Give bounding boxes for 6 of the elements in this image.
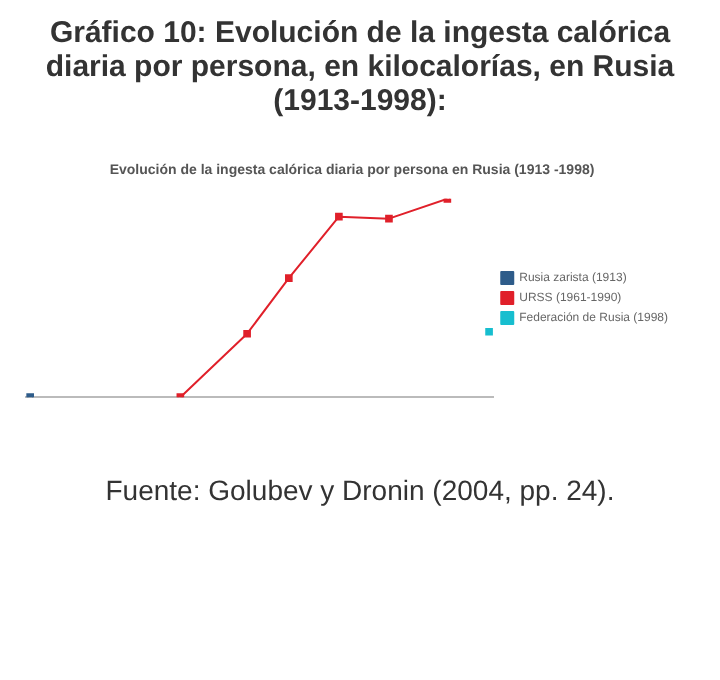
point [335, 212, 343, 221]
point [385, 214, 393, 223]
point [243, 329, 251, 338]
source-note: Fuente: Golubev y Dronin (2004, pp. 24). [103, 474, 617, 506]
point [285, 274, 293, 282]
chart-title: Gráfico 10: Evolución de la ingesta calórica diaria por persona, en kilocalorías, en Rusia (1913-1998): [43, 16, 677, 118]
